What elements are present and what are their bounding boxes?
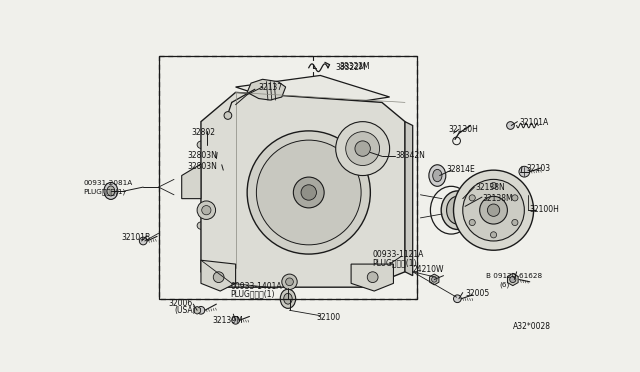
Ellipse shape bbox=[317, 212, 335, 232]
Ellipse shape bbox=[284, 294, 292, 304]
Bar bbox=[159, 56, 417, 299]
Text: 32103: 32103 bbox=[527, 164, 551, 173]
Circle shape bbox=[507, 122, 515, 129]
Text: 32803N: 32803N bbox=[188, 151, 218, 160]
Text: 32139M: 32139M bbox=[212, 316, 243, 325]
Ellipse shape bbox=[197, 176, 206, 183]
Circle shape bbox=[197, 307, 205, 314]
Circle shape bbox=[285, 278, 293, 286]
Polygon shape bbox=[405, 122, 413, 276]
Text: 00933-1121A: 00933-1121A bbox=[372, 250, 424, 259]
Text: 32137: 32137 bbox=[259, 83, 283, 92]
Polygon shape bbox=[508, 273, 518, 286]
Polygon shape bbox=[201, 260, 236, 291]
Ellipse shape bbox=[280, 289, 296, 308]
Circle shape bbox=[257, 140, 361, 245]
Text: 00931-2081A: 00931-2081A bbox=[83, 180, 132, 186]
Polygon shape bbox=[247, 79, 285, 100]
Circle shape bbox=[519, 166, 530, 177]
Circle shape bbox=[509, 276, 516, 283]
Text: 32803N: 32803N bbox=[188, 163, 218, 171]
Polygon shape bbox=[236, 76, 390, 110]
Text: 32138M: 32138M bbox=[482, 194, 513, 203]
Polygon shape bbox=[351, 264, 394, 291]
Circle shape bbox=[293, 177, 324, 208]
Text: PLUGプラグ(1): PLUGプラグ(1) bbox=[230, 289, 275, 298]
Circle shape bbox=[367, 272, 378, 283]
Text: B 09120-61628: B 09120-61628 bbox=[486, 273, 542, 279]
Ellipse shape bbox=[374, 265, 382, 275]
Circle shape bbox=[301, 185, 316, 200]
Circle shape bbox=[431, 277, 437, 282]
Ellipse shape bbox=[215, 154, 223, 164]
Ellipse shape bbox=[210, 136, 220, 147]
Circle shape bbox=[469, 195, 476, 201]
Circle shape bbox=[490, 232, 497, 238]
Circle shape bbox=[469, 219, 476, 225]
Text: 38322M: 38322M bbox=[340, 62, 370, 71]
Ellipse shape bbox=[263, 185, 285, 200]
Ellipse shape bbox=[433, 169, 442, 182]
Circle shape bbox=[197, 201, 216, 219]
Ellipse shape bbox=[197, 141, 206, 148]
Circle shape bbox=[224, 112, 232, 119]
Text: 32101A: 32101A bbox=[519, 118, 548, 127]
Text: 32802: 32802 bbox=[192, 128, 216, 137]
Ellipse shape bbox=[283, 212, 300, 232]
Text: 32100: 32100 bbox=[316, 312, 340, 322]
Text: 24210W: 24210W bbox=[413, 265, 444, 274]
Circle shape bbox=[512, 195, 518, 201]
Polygon shape bbox=[201, 92, 405, 287]
Ellipse shape bbox=[441, 191, 474, 230]
Text: (USA): (USA) bbox=[174, 307, 196, 315]
Circle shape bbox=[490, 183, 497, 189]
Circle shape bbox=[336, 122, 390, 176]
Circle shape bbox=[480, 196, 508, 224]
Ellipse shape bbox=[107, 186, 115, 196]
Circle shape bbox=[202, 206, 211, 215]
Circle shape bbox=[488, 204, 500, 217]
Text: PLUGプラグ(1): PLUGプラグ(1) bbox=[83, 189, 125, 195]
Text: 32101B: 32101B bbox=[122, 232, 151, 241]
Text: 32138N: 32138N bbox=[476, 183, 506, 192]
Ellipse shape bbox=[317, 153, 335, 173]
Text: 00933-1401A: 00933-1401A bbox=[230, 282, 282, 291]
Circle shape bbox=[463, 179, 524, 241]
Ellipse shape bbox=[283, 153, 300, 173]
Circle shape bbox=[247, 131, 371, 254]
Text: 32100H: 32100H bbox=[530, 205, 559, 214]
Circle shape bbox=[282, 274, 297, 289]
Polygon shape bbox=[194, 307, 200, 314]
Text: 32130H: 32130H bbox=[448, 125, 478, 135]
Text: 32006: 32006 bbox=[168, 299, 193, 308]
Text: 32005: 32005 bbox=[465, 289, 490, 298]
Text: 38322M: 38322M bbox=[336, 63, 366, 72]
Circle shape bbox=[512, 219, 518, 225]
Text: A32*0028: A32*0028 bbox=[513, 322, 551, 331]
Polygon shape bbox=[182, 164, 201, 199]
Circle shape bbox=[355, 141, 371, 156]
Ellipse shape bbox=[104, 183, 118, 199]
Circle shape bbox=[454, 295, 461, 302]
Circle shape bbox=[213, 272, 224, 283]
Circle shape bbox=[346, 132, 380, 166]
Ellipse shape bbox=[429, 165, 446, 186]
Text: 38342N: 38342N bbox=[396, 151, 426, 160]
Circle shape bbox=[232, 317, 239, 324]
Text: 32814E: 32814E bbox=[447, 165, 476, 174]
Ellipse shape bbox=[333, 185, 354, 200]
Ellipse shape bbox=[447, 196, 468, 224]
Text: (6): (6) bbox=[499, 281, 509, 288]
Polygon shape bbox=[429, 274, 439, 285]
Ellipse shape bbox=[221, 166, 227, 175]
Ellipse shape bbox=[204, 129, 214, 142]
Circle shape bbox=[454, 170, 534, 250]
Ellipse shape bbox=[371, 262, 385, 279]
Circle shape bbox=[140, 237, 147, 245]
Ellipse shape bbox=[197, 222, 206, 230]
Text: PLUGプラグ(1): PLUGプラグ(1) bbox=[372, 258, 417, 267]
